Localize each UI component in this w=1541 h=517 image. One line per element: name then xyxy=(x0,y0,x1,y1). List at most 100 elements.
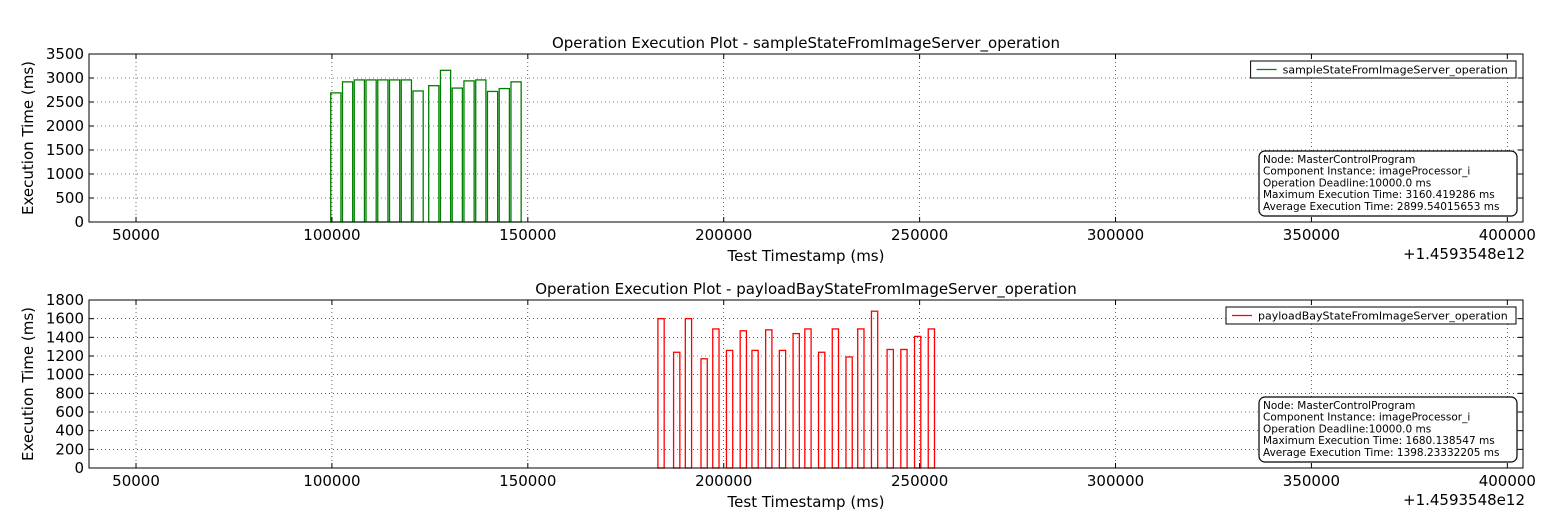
bar xyxy=(764,329,773,469)
y-axis-label: Execution Time (ms) xyxy=(19,307,37,461)
y-tick-label: 3500 xyxy=(46,45,84,63)
x-offset-label: +1.4593548e12 xyxy=(1403,491,1525,509)
info-box-line: Operation Deadline:10000.0 ms xyxy=(1263,423,1431,435)
x-tick-label: 250000 xyxy=(891,226,948,244)
info-box-frame xyxy=(1258,396,1518,463)
bar xyxy=(439,69,452,223)
y-tick-label: 0 xyxy=(74,213,84,231)
info-box-frame xyxy=(1258,150,1518,217)
bar xyxy=(486,90,499,223)
y-tick-label: 200 xyxy=(55,440,84,458)
info-box-line: Node: MasterControlProgram xyxy=(1263,400,1415,412)
x-axis-label: Test Timestamp (ms) xyxy=(727,247,885,265)
chart-1: 50000 100000 150000 200000 250000 300000 35000… xyxy=(19,34,1536,265)
bar xyxy=(412,90,424,223)
x-tick-label: 350000 xyxy=(1283,226,1340,244)
x-tick-label: 150000 xyxy=(499,472,556,490)
bar xyxy=(428,85,440,223)
bar xyxy=(870,310,879,469)
plot-frame xyxy=(88,299,1524,469)
info-box-line: Average Execution Time: 1398.23332205 ms xyxy=(1263,447,1499,459)
info-box-line: Node: MasterControlProgram xyxy=(1263,154,1415,166)
bar xyxy=(751,349,759,469)
info-box-line: Component Instance: imageProcessor_i xyxy=(1263,412,1470,424)
y-tick-label: 1000 xyxy=(46,165,84,183)
y-tick-label: 800 xyxy=(55,384,84,402)
bar xyxy=(792,332,800,469)
plot-frame xyxy=(88,53,1524,223)
x-tick-label: 350000 xyxy=(1283,472,1340,490)
bar xyxy=(857,328,865,469)
bar xyxy=(712,328,720,469)
y-axis-label: Execution Time (ms) xyxy=(19,61,37,215)
bar xyxy=(778,349,787,469)
x-tick-label: 200000 xyxy=(695,226,752,244)
legend-label: payloadBayStateFromImageServer_operation xyxy=(1258,310,1508,323)
x-tick-label: 200000 xyxy=(695,472,752,490)
bar xyxy=(725,349,734,469)
bar xyxy=(330,92,342,223)
y-tick-label: 1800 xyxy=(46,291,84,309)
bar xyxy=(831,328,840,469)
bar xyxy=(700,358,708,469)
y-tick-label: 1600 xyxy=(46,310,84,328)
bar-series xyxy=(657,310,936,469)
y-tick-label: 1200 xyxy=(46,347,84,365)
legend-box xyxy=(1225,306,1517,325)
bar-series xyxy=(330,69,522,223)
x-tick-label: 300000 xyxy=(1087,472,1144,490)
bar xyxy=(388,79,401,223)
bar xyxy=(684,318,693,469)
y-tick-label: 600 xyxy=(55,403,84,421)
info-box-line: Maximum Execution Time: 1680.138547 ms xyxy=(1263,435,1495,447)
info-box-line: Operation Deadline:10000.0 ms xyxy=(1263,177,1431,189)
y-tick-label: 1500 xyxy=(46,141,84,159)
bar xyxy=(510,81,522,223)
chart-title: Operation Execution Plot - sampleStateFr… xyxy=(552,34,1060,53)
bar xyxy=(804,328,812,469)
x-tick-label: 400000 xyxy=(1479,226,1536,244)
y-tick-label: 1000 xyxy=(46,366,84,384)
bar xyxy=(400,79,413,223)
y-tick-label: 400 xyxy=(55,422,84,440)
x-tick-label: 50000 xyxy=(112,226,160,244)
x-tick-label: 50000 xyxy=(112,472,160,490)
info-box-line: Average Execution Time: 2899.54015653 ms xyxy=(1263,201,1499,213)
x-offset-label: +1.4593548e12 xyxy=(1403,245,1525,263)
bar xyxy=(475,79,487,223)
legend: payloadBayStateFromImageServer_operation xyxy=(1225,306,1517,325)
x-tick-label: 400000 xyxy=(1479,472,1536,490)
bar xyxy=(377,79,389,223)
chart-2: 50000 100000 150000 200000 250000 300000 35000… xyxy=(19,280,1536,511)
legend-box xyxy=(1250,60,1517,79)
bar xyxy=(900,348,908,469)
legend-label: sampleStateFromImageServer_operation xyxy=(1283,64,1508,77)
bar xyxy=(845,356,853,469)
bar xyxy=(886,348,895,469)
bar xyxy=(353,79,366,223)
bar xyxy=(365,79,377,223)
y-tick-label: 0 xyxy=(74,459,84,477)
legend: sampleStateFromImageServer_operation xyxy=(1250,60,1517,79)
bar xyxy=(498,87,511,223)
bar xyxy=(817,351,826,469)
x-tick-label: 150000 xyxy=(499,226,556,244)
y-tick-label: 3000 xyxy=(46,69,84,87)
y-tick-label: 2000 xyxy=(46,117,84,135)
y-tick-label: 2500 xyxy=(46,93,84,111)
chart-title: Operation Execution Plot - payloadBaySta… xyxy=(535,280,1077,299)
x-axis-label: Test Timestamp (ms) xyxy=(727,493,885,511)
bar xyxy=(672,351,681,469)
bar xyxy=(739,330,748,469)
bar xyxy=(341,81,354,223)
info-box-line: Component Instance: imageProcessor_i xyxy=(1263,166,1470,178)
bar xyxy=(927,328,936,469)
info-box-line: Maximum Execution Time: 3160.419286 ms xyxy=(1263,189,1495,201)
bar xyxy=(451,87,464,223)
y-tick-label: 500 xyxy=(55,189,84,207)
x-tick-label: 100000 xyxy=(303,472,360,490)
